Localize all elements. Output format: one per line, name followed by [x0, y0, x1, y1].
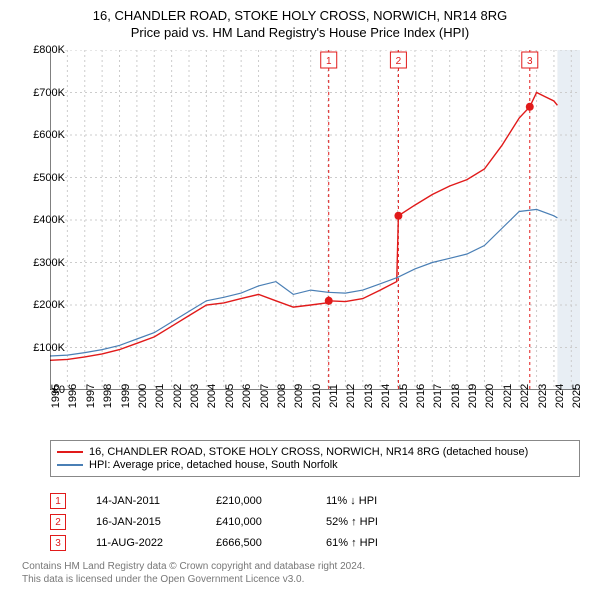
- x-tick-label: 2000: [137, 384, 149, 408]
- x-tick-label: 2003: [189, 384, 201, 408]
- y-tick-label: £800K: [20, 44, 65, 56]
- x-tick-label: 2008: [276, 384, 288, 408]
- footer: Contains HM Land Registry data © Crown c…: [22, 560, 365, 586]
- title-subtitle: Price paid vs. HM Land Registry's House …: [0, 25, 600, 40]
- footer-line2: This data is licensed under the Open Gov…: [22, 573, 365, 586]
- legend-row-hpi: HPI: Average price, detached house, Sout…: [57, 459, 573, 471]
- x-tick-label: 2002: [172, 384, 184, 408]
- event-delta: 61% ↑ HPI: [326, 537, 416, 549]
- x-tick-label: 2006: [241, 384, 253, 408]
- event-badge: 2: [50, 514, 66, 530]
- y-tick-label: £300K: [20, 257, 65, 269]
- svg-text:3: 3: [527, 56, 533, 67]
- event-badge: 3: [50, 535, 66, 551]
- chart-area: 1 2 3: [50, 50, 580, 390]
- x-tick-label: 2011: [328, 384, 340, 408]
- x-tick-label: 2004: [206, 384, 218, 408]
- x-tick-label: 2010: [311, 384, 323, 408]
- event-date: 14-JAN-2011: [96, 495, 186, 507]
- legend-swatch-property: [57, 451, 83, 453]
- x-tick-label: 2022: [519, 384, 531, 408]
- event-row: 2 16-JAN-2015 £410,000 52% ↑ HPI: [50, 514, 580, 530]
- legend-row-property: 16, CHANDLER ROAD, STOKE HOLY CROSS, NOR…: [57, 446, 573, 458]
- x-tick-label: 1996: [67, 384, 79, 408]
- x-tick-label: 2021: [502, 384, 514, 408]
- x-tick-label: 2009: [293, 384, 305, 408]
- legend-label-property: 16, CHANDLER ROAD, STOKE HOLY CROSS, NOR…: [89, 446, 528, 458]
- event-delta: 52% ↑ HPI: [326, 516, 416, 528]
- x-tick-label: 2013: [363, 384, 375, 408]
- title-block: 16, CHANDLER ROAD, STOKE HOLY CROSS, NOR…: [0, 0, 600, 44]
- title-address: 16, CHANDLER ROAD, STOKE HOLY CROSS, NOR…: [0, 8, 600, 23]
- event-row: 1 14-JAN-2011 £210,000 11% ↓ HPI: [50, 493, 580, 509]
- y-tick-label: £400K: [20, 214, 65, 226]
- x-tick-label: 2017: [432, 384, 444, 408]
- legend-label-hpi: HPI: Average price, detached house, Sout…: [89, 459, 338, 471]
- x-tick-label: 2005: [224, 384, 236, 408]
- svg-text:2: 2: [396, 56, 402, 67]
- x-tick-label: 2025: [571, 384, 583, 408]
- x-tick-label: 1999: [120, 384, 132, 408]
- legend-swatch-hpi: [57, 464, 83, 466]
- events-table: 1 14-JAN-2011 £210,000 11% ↓ HPI 2 16-JAN-201…: [50, 488, 580, 556]
- event-date: 11-AUG-2022: [96, 537, 186, 549]
- event-row: 3 11-AUG-2022 £666,500 61% ↑ HPI: [50, 535, 580, 551]
- x-tick-label: 2014: [380, 384, 392, 408]
- x-tick-label: 1997: [85, 384, 97, 408]
- svg-text:1: 1: [326, 56, 332, 67]
- y-tick-label: £200K: [20, 299, 65, 311]
- y-tick-label: £600K: [20, 129, 65, 141]
- x-tick-label: 1995: [50, 384, 62, 408]
- x-tick-label: 2023: [537, 384, 549, 408]
- y-tick-label: £700K: [20, 87, 65, 99]
- event-badge: 1: [50, 493, 66, 509]
- x-tick-label: 2019: [467, 384, 479, 408]
- x-tick-label: 2007: [259, 384, 271, 408]
- event-price: £666,500: [216, 537, 296, 549]
- event-delta: 11% ↓ HPI: [326, 495, 416, 507]
- event-price: £210,000: [216, 495, 296, 507]
- y-tick-label: £100K: [20, 342, 65, 354]
- footer-line1: Contains HM Land Registry data © Crown c…: [22, 560, 365, 573]
- chart-container: 16, CHANDLER ROAD, STOKE HOLY CROSS, NOR…: [0, 0, 600, 590]
- x-tick-label: 2024: [554, 384, 566, 408]
- event-price: £410,000: [216, 516, 296, 528]
- event-date: 16-JAN-2015: [96, 516, 186, 528]
- x-tick-label: 1998: [102, 384, 114, 408]
- y-tick-label: £500K: [20, 172, 65, 184]
- x-tick-label: 2016: [415, 384, 427, 408]
- x-tick-label: 2001: [154, 384, 166, 408]
- x-tick-label: 2015: [398, 384, 410, 408]
- chart-svg: 1 2 3: [50, 50, 580, 390]
- x-tick-label: 2020: [484, 384, 496, 408]
- legend: 16, CHANDLER ROAD, STOKE HOLY CROSS, NOR…: [50, 440, 580, 477]
- x-tick-label: 2012: [345, 384, 357, 408]
- x-tick-label: 2018: [450, 384, 462, 408]
